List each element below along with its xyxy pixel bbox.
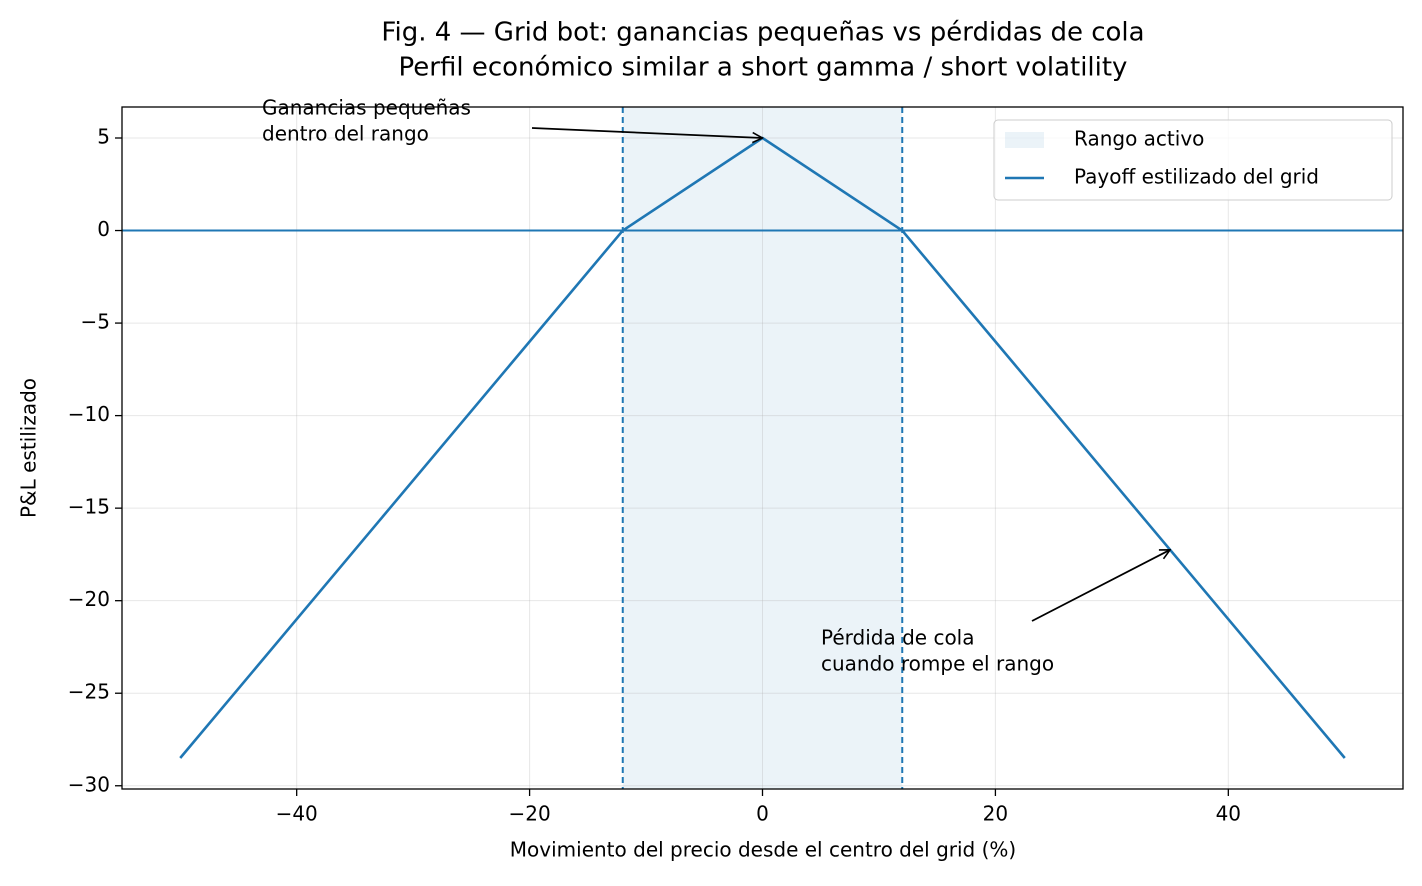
chart-subtitle: Perfil económico similar a short gamma /… xyxy=(399,53,1128,83)
legend-label: Rango activo xyxy=(1074,127,1204,151)
legend-box xyxy=(993,119,1393,201)
x-tick-label: 0 xyxy=(756,802,769,826)
x-tick-label: −40 xyxy=(276,802,318,826)
annotation-arrow xyxy=(1031,550,1170,622)
y-tick-label: 5 xyxy=(97,125,110,149)
annotation-arrow xyxy=(531,127,763,138)
chart-title: Fig. 4 — Grid bot: ganancias pequeñas vs… xyxy=(381,18,1144,48)
y-axis-label: P&L estilizado xyxy=(17,378,41,518)
y-tick-label: −25 xyxy=(68,680,110,704)
annotation-text: cuando rompe el rango xyxy=(821,652,1054,676)
y-tick-label: −30 xyxy=(68,772,110,796)
plot-frame xyxy=(121,106,1404,790)
x-tick-label: −20 xyxy=(508,802,550,826)
legend-label: Payoff estilizado del grid xyxy=(1074,165,1319,189)
annotation-text: dentro del rango xyxy=(262,122,429,146)
x-tick-label: 20 xyxy=(983,802,1008,826)
y-tick-label: −15 xyxy=(68,495,110,519)
y-tick-label: −10 xyxy=(68,402,110,426)
active-range xyxy=(622,107,903,789)
legend-swatch xyxy=(1005,132,1044,148)
y-tick-label: −20 xyxy=(68,587,110,611)
legend: Rango activo Payoff estilizado del grid xyxy=(993,119,1393,201)
x-tick-label: 40 xyxy=(1216,802,1241,826)
annotation-text: Pérdida de cola xyxy=(821,626,975,650)
y-tick-label: 0 xyxy=(97,217,110,241)
y-tick-label: −5 xyxy=(81,310,110,334)
x-axis-label: Movimiento del precio desde el centro de… xyxy=(510,838,1016,862)
